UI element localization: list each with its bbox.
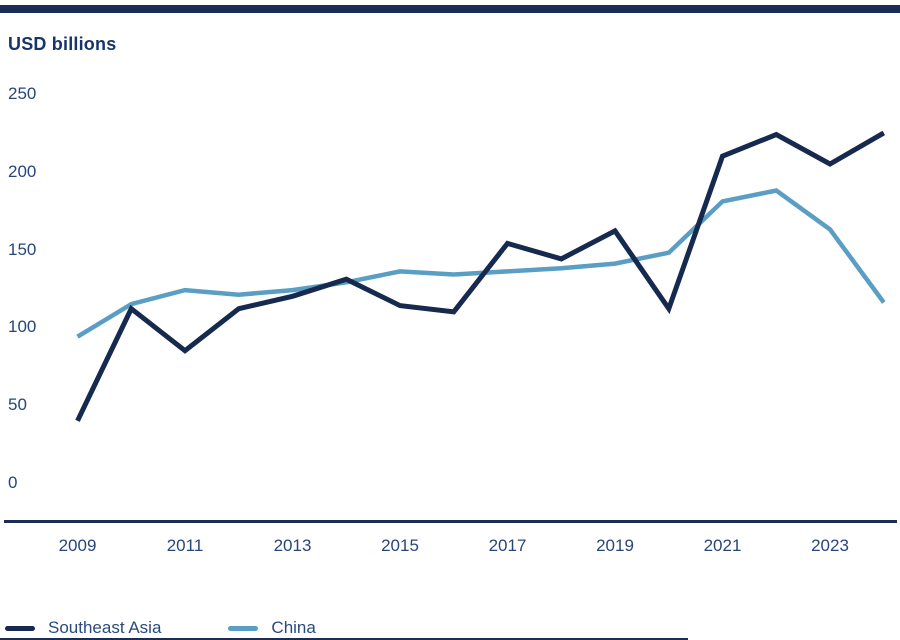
y-tick-label: 150	[8, 239, 37, 259]
x-tick-label: 2013	[273, 536, 312, 555]
y-tick-label: 200	[8, 161, 37, 181]
x-tick-label: 2021	[703, 536, 742, 555]
x-tick-label: 2009	[58, 536, 97, 555]
legend-item-china: China	[228, 618, 316, 638]
y-tick-label: 0	[8, 473, 18, 492]
series-line-southeast-asia	[75, 130, 886, 422]
legend: Southeast Asia China	[5, 616, 316, 640]
legend-item-southeast-asia: Southeast Asia	[5, 618, 161, 638]
x-axis-line	[4, 520, 897, 523]
legend-swatch-icon	[5, 625, 35, 631]
bottom-divider	[0, 638, 688, 640]
x-tick-label: 2023	[811, 536, 849, 555]
y-tick-label: 250	[8, 84, 37, 103]
x-tick-label: 2019	[596, 536, 634, 555]
x-tick-label: 2011	[166, 536, 204, 555]
y-tick-label: 100	[8, 317, 37, 337]
x-tick-label: 2017	[488, 536, 527, 555]
top-divider	[0, 5, 900, 13]
series-line-china	[76, 188, 886, 339]
legend-swatch-icon	[228, 625, 259, 631]
legend-label: Southeast Asia	[48, 618, 162, 637]
chart-axis-title: USD billions	[8, 34, 117, 54]
y-tick-label: 50	[8, 395, 27, 415]
legend-label: China	[271, 618, 316, 637]
x-tick-label: 2015	[381, 536, 419, 555]
